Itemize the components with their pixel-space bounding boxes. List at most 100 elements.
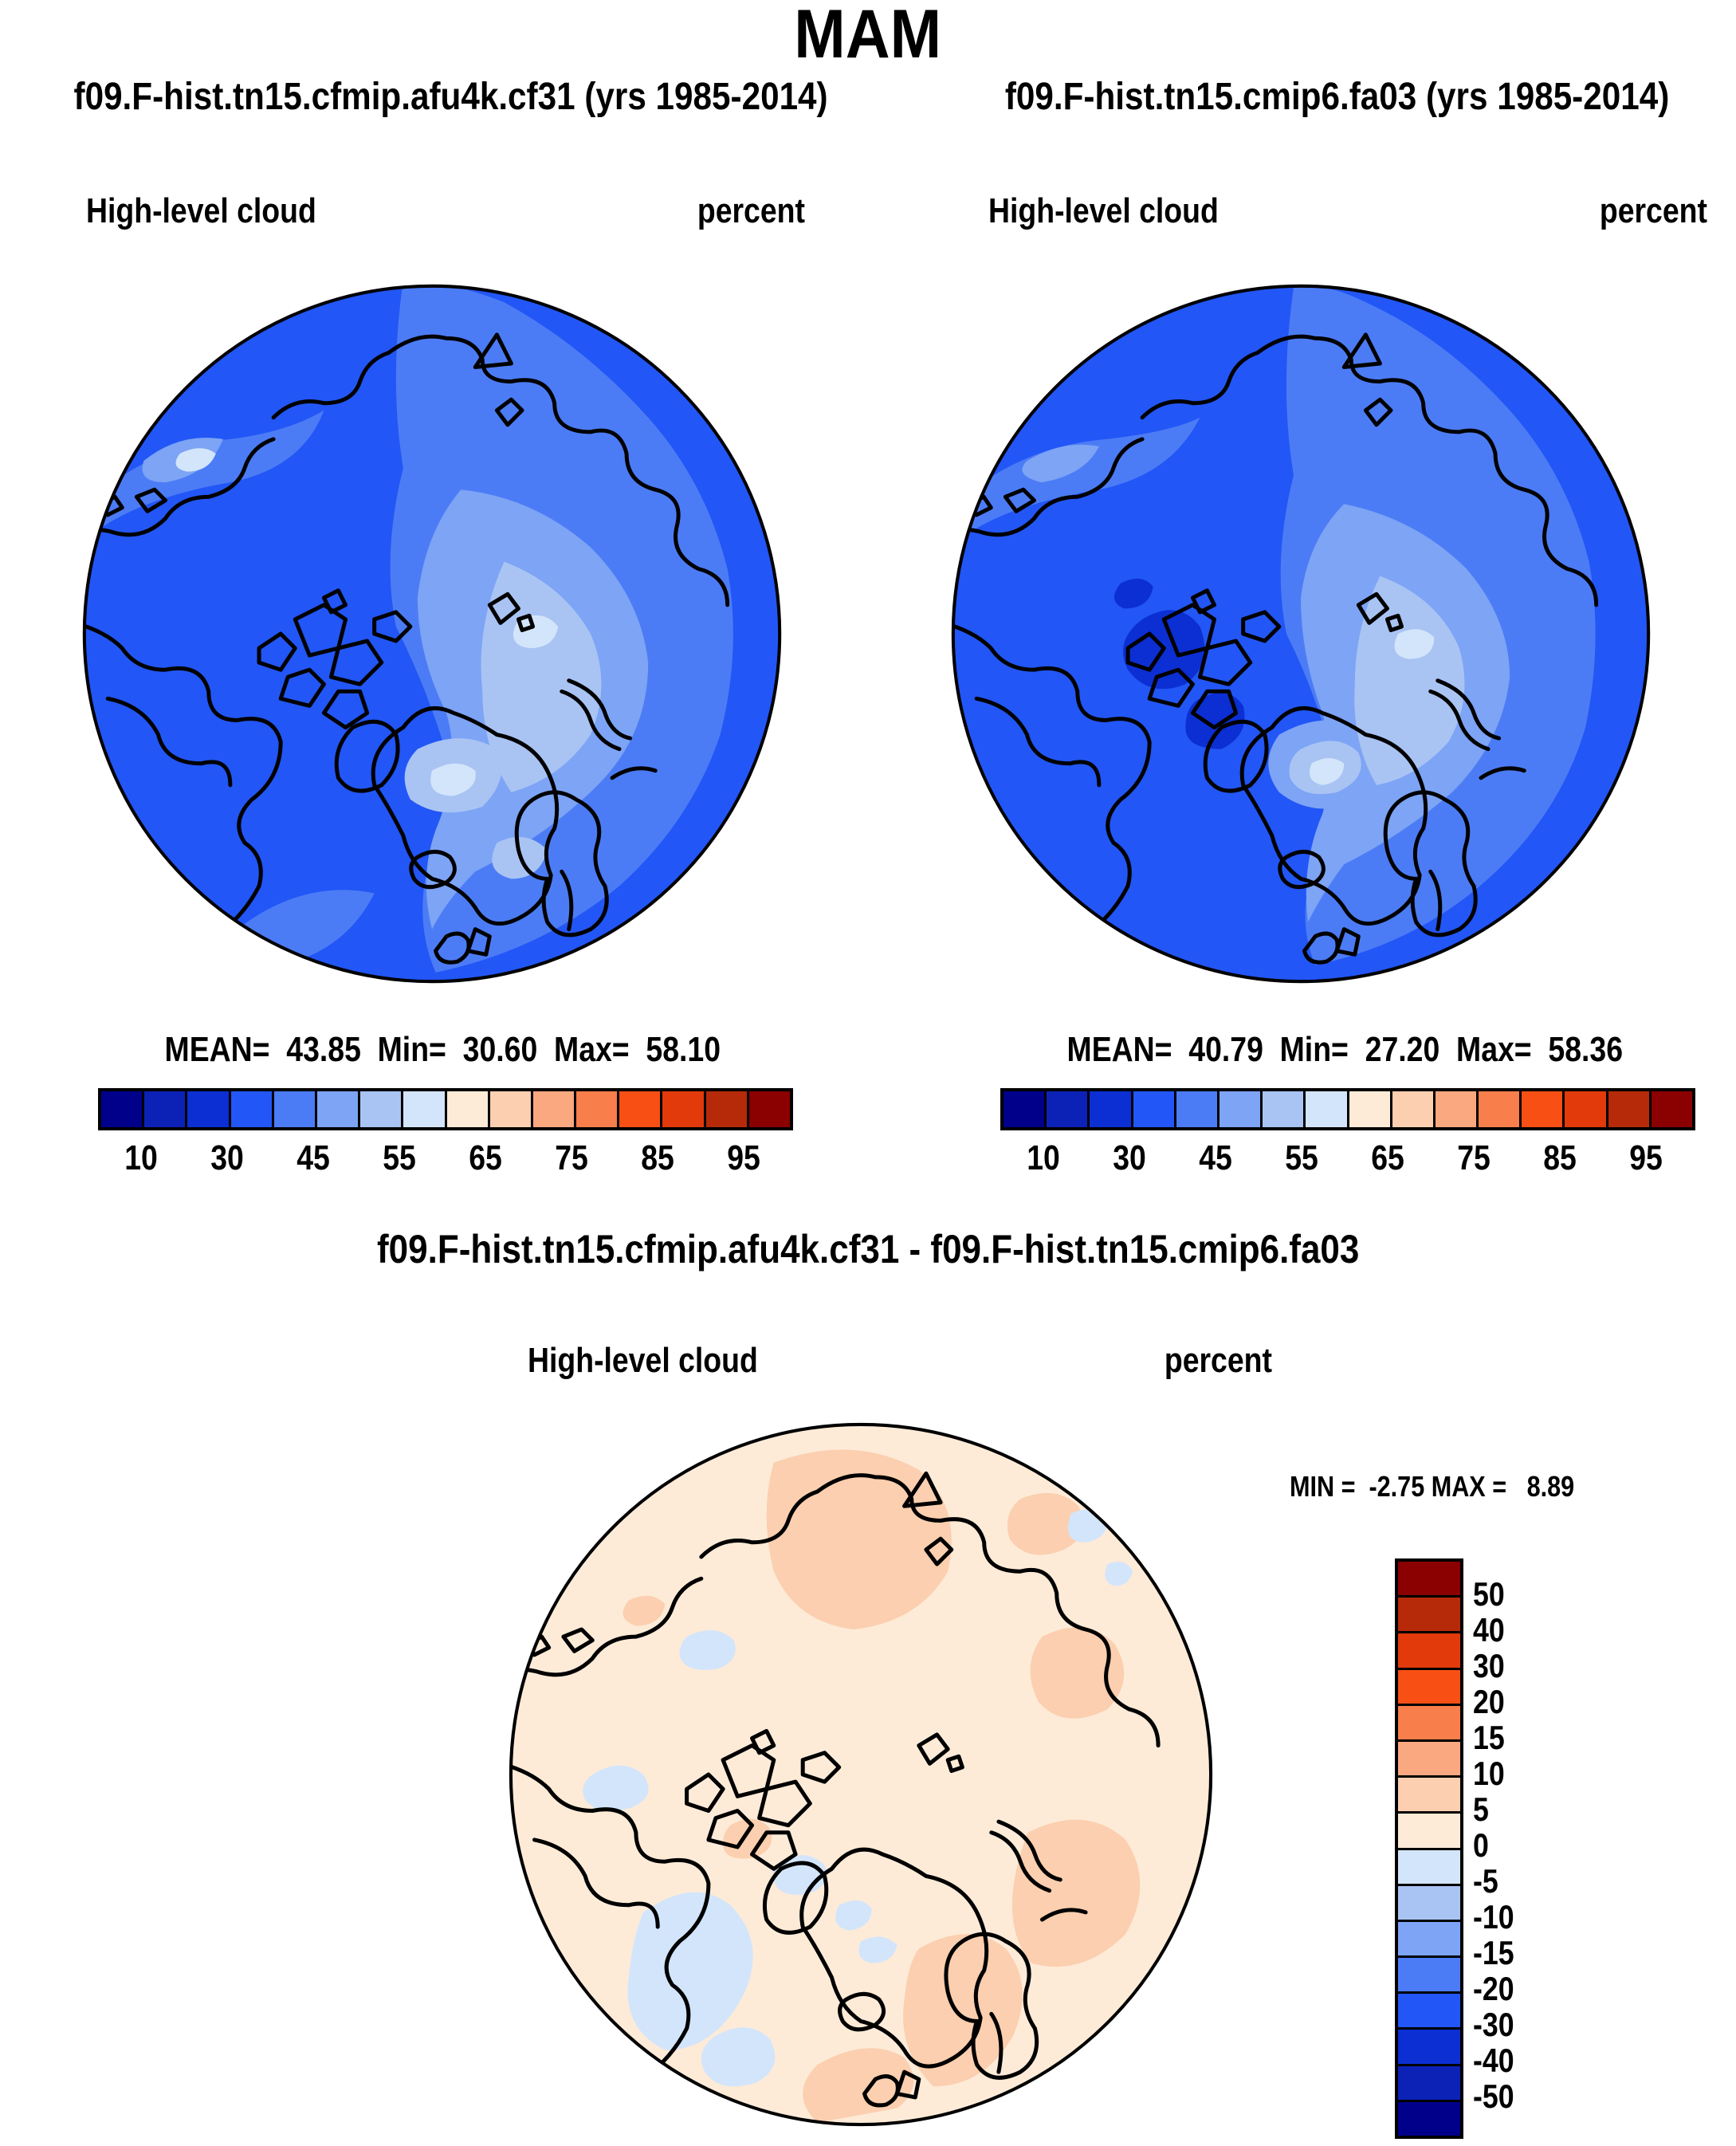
colorbar-tick-label: 45 bbox=[1199, 1138, 1232, 1177]
colorbar-cell bbox=[1398, 1739, 1460, 1776]
panel1-title: f09.F-hist.tn15.cfmip.afu4k.cf31 (yrs 19… bbox=[73, 76, 829, 118]
panel1-variable-label: High-level cloud bbox=[86, 191, 316, 230]
colorbar-cell bbox=[1398, 1811, 1460, 1848]
colorbar-cell bbox=[1605, 1091, 1649, 1127]
map-boundary-circle bbox=[82, 284, 782, 984]
difference-title: f09.F-hist.tn15.cfmip.afu4k.cf31 - f09.F… bbox=[376, 1227, 1360, 1271]
colorbar-tick-label: 95 bbox=[1629, 1138, 1663, 1177]
colorbar-cell bbox=[401, 1091, 445, 1127]
contour-patch bbox=[858, 1936, 897, 1963]
contour-patch bbox=[1030, 1627, 1125, 1719]
colorbar-cell bbox=[1004, 1091, 1045, 1127]
contour-patch bbox=[701, 2027, 776, 2087]
panel2-colorbar bbox=[1000, 1088, 1695, 1130]
panel1-variable-row: High-level cloud percent bbox=[86, 191, 805, 231]
colorbar-cell bbox=[1398, 1883, 1460, 1920]
colorbar-cell bbox=[1398, 2099, 1460, 2136]
colorbar-cell bbox=[1398, 1775, 1460, 1812]
colorbar-cell bbox=[101, 1091, 143, 1127]
colorbar-cell bbox=[1398, 1667, 1460, 1704]
colorbar-tick-label: 65 bbox=[1371, 1138, 1404, 1177]
panel2-variable-label: High-level cloud bbox=[988, 191, 1219, 230]
colorbar-tick-label: 85 bbox=[641, 1138, 674, 1177]
colorbar-cell bbox=[1389, 1091, 1433, 1127]
map-panel2-polar-plot bbox=[951, 284, 1651, 984]
colorbar-tick-label: 45 bbox=[297, 1138, 330, 1177]
contour-patch bbox=[955, 417, 1200, 533]
colorbar-tick-label: 5 bbox=[1473, 1790, 1489, 1828]
colorbar-tick-label: -40 bbox=[1473, 2042, 1514, 2079]
colorbar-tick-label: 75 bbox=[1457, 1138, 1491, 1177]
contour-patch bbox=[1011, 1819, 1141, 1967]
colorbar-tick-label: -50 bbox=[1473, 2077, 1514, 2115]
colorbar-tick-label: 50 bbox=[1473, 1575, 1505, 1613]
map-difference-polar-plot bbox=[509, 1422, 1213, 2127]
panel1-stats: MEAN= 43.85 Min= 30.60 Max= 58.10 bbox=[164, 1030, 721, 1069]
difference-contours bbox=[510, 1424, 1212, 2125]
colorbar-cell bbox=[1519, 1091, 1563, 1127]
panel1-units-label: percent bbox=[697, 191, 805, 230]
colorbar-cell bbox=[1216, 1091, 1261, 1127]
colorbar-cell bbox=[1476, 1091, 1520, 1127]
map-boundary-circle bbox=[951, 284, 1651, 984]
contour-patch bbox=[1354, 576, 1465, 785]
colorbar-cell bbox=[746, 1091, 790, 1127]
colorbar-cell bbox=[703, 1091, 747, 1127]
colorbar-cell bbox=[1398, 1703, 1460, 1739]
colorbar-tick-label: 55 bbox=[1285, 1138, 1318, 1177]
colorbar-cell bbox=[1398, 1847, 1460, 1884]
colorbar-tick-label: 0 bbox=[1473, 1826, 1489, 1864]
colorbar-tick-label: 65 bbox=[469, 1138, 502, 1177]
panel2-title: f09.F-hist.tn15.cmip6.fa03 (yrs 1985-201… bbox=[1005, 76, 1670, 118]
panel2-colorbar-ticks: 10 30 45 55 65 75 85 95 bbox=[1000, 1138, 1689, 1186]
colorbar-cell bbox=[1398, 1991, 1460, 2028]
contour-patch bbox=[627, 1892, 753, 2050]
contour-patch bbox=[481, 561, 602, 792]
colorbar-tick-label: -15 bbox=[1473, 1934, 1514, 1971]
contour-patch bbox=[175, 448, 216, 472]
contour-patch bbox=[1394, 629, 1435, 659]
colorbar-cell bbox=[487, 1091, 531, 1127]
colorbar-cell bbox=[142, 1091, 186, 1127]
season-label: MAM bbox=[794, 0, 942, 73]
colorbar-cell bbox=[1398, 1562, 1460, 1596]
colorbar-cell bbox=[1562, 1091, 1606, 1127]
colorbar-tick-label: -30 bbox=[1473, 2006, 1514, 2043]
colorbar-cell bbox=[617, 1091, 661, 1127]
contour-patch bbox=[679, 1630, 736, 1670]
colorbar-tick-label: 10 bbox=[1473, 1755, 1505, 1792]
colorbar-tick-label: 85 bbox=[1543, 1138, 1577, 1177]
contour-patch bbox=[583, 1765, 649, 1812]
map-boundary-circle bbox=[509, 1422, 1213, 2127]
contour-patch bbox=[1309, 757, 1345, 785]
contour-patch bbox=[1113, 578, 1153, 609]
colorbar-tick-label: 10 bbox=[124, 1138, 158, 1177]
difference-units-label: percent bbox=[1164, 1341, 1272, 1380]
colorbar-cell bbox=[1173, 1091, 1217, 1127]
colorbar-cell bbox=[1398, 2063, 1460, 2100]
colorbar-cell bbox=[1303, 1091, 1347, 1127]
contour-patch bbox=[1185, 693, 1245, 749]
colorbar-cell bbox=[660, 1091, 704, 1127]
colorbar-cell bbox=[1432, 1091, 1477, 1127]
difference-variable-label: High-level cloud bbox=[528, 1341, 758, 1380]
panel2-stats: MEAN= 40.79 Min= 27.20 Max= 58.36 bbox=[1066, 1030, 1623, 1069]
colorbar-cell bbox=[1398, 1631, 1460, 1668]
difference-variable-row: High-level cloud percent bbox=[528, 1341, 1272, 1381]
colorbar-cell bbox=[1398, 1955, 1460, 1992]
colorbar-cell bbox=[444, 1091, 488, 1127]
colorbar-cell bbox=[185, 1091, 229, 1127]
colorbar-cell bbox=[358, 1091, 402, 1127]
colorbar-cell bbox=[314, 1091, 359, 1127]
colorbar-cell bbox=[271, 1091, 315, 1127]
panel1-colorbar bbox=[98, 1088, 793, 1130]
colorbar-cell bbox=[1398, 2027, 1460, 2064]
contour-patch bbox=[903, 1934, 1023, 2087]
map2-contours bbox=[952, 285, 1649, 982]
colorbar-tick-label: -5 bbox=[1473, 1862, 1498, 1900]
contour-patch bbox=[513, 615, 559, 649]
difference-minmax: MIN = -2.75 MAX = 8.89 bbox=[1290, 1470, 1575, 1503]
colorbar-tick-label: 95 bbox=[727, 1138, 760, 1177]
contour-patch bbox=[835, 1900, 872, 1931]
